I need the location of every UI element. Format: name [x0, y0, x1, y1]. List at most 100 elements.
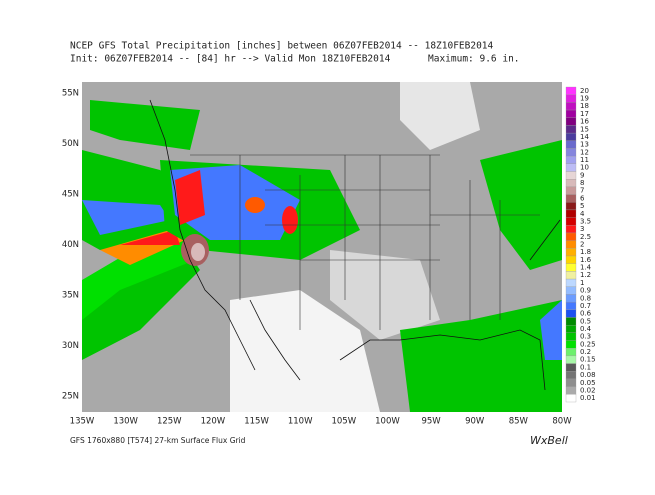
legend-swatch	[565, 394, 577, 403]
precip-area	[82, 200, 170, 235]
model-note: GFS 1760x880 [T574] 27-km Surface Flux G…	[70, 436, 246, 445]
legend-swatch	[565, 194, 577, 203]
legend-label: 0.2	[580, 348, 591, 356]
lon-label: 95W	[421, 417, 441, 427]
legend-label: 2.5	[580, 233, 591, 241]
legend-label: 0.08	[580, 371, 596, 379]
init-line: Init: 06Z07FEB2014 -- [84] hr --> Valid …	[70, 54, 391, 65]
legend-swatch	[565, 179, 577, 188]
legend-swatch	[565, 340, 577, 349]
lon-label: 100W	[375, 417, 400, 427]
lon-label: 80W	[552, 417, 572, 427]
precip-area	[90, 100, 200, 150]
lon-label: 110W	[288, 417, 313, 427]
legend-swatch	[565, 163, 577, 172]
legend-label: 0.02	[580, 386, 596, 394]
legend-label: 19	[580, 95, 589, 103]
legend-label: 10	[580, 164, 589, 172]
precip-area	[400, 300, 562, 412]
legend-label: 1.2	[580, 271, 591, 279]
maximum: Maximum: 9.6 in.	[428, 54, 520, 65]
lat-label: 30N	[62, 341, 79, 351]
map	[82, 82, 562, 412]
lat-label: 40N	[62, 240, 79, 250]
legend-label: 4	[580, 210, 585, 218]
legend-swatch	[565, 186, 577, 195]
legend-label: 11	[580, 156, 589, 164]
lon-label: 105W	[331, 417, 356, 427]
precip-area	[175, 170, 205, 225]
precip-max	[191, 243, 205, 261]
color-legend: 20191817161514131211109876543.532.521.81…	[565, 87, 596, 403]
legend-swatch	[565, 155, 577, 164]
legend-label: 1.6	[580, 256, 592, 264]
coastline	[339, 219, 561, 391]
legend-label: 0.25	[580, 340, 596, 348]
legend-swatch	[565, 132, 577, 141]
lon-label: 85W	[509, 417, 529, 427]
precip-area	[480, 140, 562, 270]
longitude-labels: 135W 130W 125W 120W 115W 110W 105W 100W 95W 90W 85…	[70, 417, 573, 427]
precip-area	[120, 230, 180, 245]
legend-swatch	[565, 263, 577, 272]
state-borders	[190, 154, 540, 330]
legend-label: 0.8	[580, 294, 591, 302]
legend-label: 0.05	[580, 379, 596, 387]
legend-swatch	[565, 317, 577, 326]
light-area	[400, 82, 480, 150]
legend-label: 18	[580, 102, 589, 110]
legend-swatch	[565, 225, 577, 234]
legend-swatch	[565, 202, 577, 211]
lat-label: 45N	[62, 190, 79, 200]
legend-label: 2	[580, 241, 584, 249]
legend-swatch	[565, 217, 577, 226]
legend-label: 1	[580, 279, 584, 287]
legend-swatch	[565, 232, 577, 241]
precip-area	[170, 165, 300, 240]
dry-area	[230, 290, 380, 412]
latitude-labels: 55N 50N 45N 40N 35N 30N 25N	[62, 89, 79, 402]
legend-label: 12	[580, 148, 589, 156]
legend-label: 0.1	[580, 363, 591, 371]
legend-label: 1.8	[580, 248, 591, 256]
lat-label: 55N	[62, 89, 79, 99]
legend-swatch	[565, 117, 577, 126]
legend-label: 0.01	[580, 394, 596, 402]
legend-swatch	[565, 332, 577, 341]
legend-swatch	[565, 102, 577, 111]
legend-label: 17	[580, 110, 589, 118]
legend-swatch	[565, 125, 577, 134]
lon-label: 115W	[244, 417, 269, 427]
legend-swatch	[565, 140, 577, 149]
legend-label: 3.5	[580, 217, 591, 225]
legend-swatch	[565, 271, 577, 280]
legend-label: 20	[580, 87, 589, 95]
precip-area	[282, 206, 298, 234]
legend-swatch	[565, 378, 577, 387]
title-line: NCEP GFS Total Precipitation [inches] be…	[70, 41, 494, 52]
legend-swatch	[565, 355, 577, 364]
lat-label: 50N	[62, 139, 79, 149]
lat-label: 25N	[62, 392, 79, 402]
legend-swatch	[565, 148, 577, 157]
legend-label: 9	[580, 171, 584, 179]
legend-swatch	[565, 371, 577, 380]
lat-label: 35N	[62, 291, 79, 301]
legend-swatch	[565, 209, 577, 218]
legend-swatch	[565, 248, 577, 257]
lon-label: 125W	[157, 417, 182, 427]
legend-swatch	[565, 386, 577, 395]
legend-label: 6	[580, 194, 585, 202]
legend-label: 0.9	[580, 287, 591, 295]
legend-swatch	[565, 294, 577, 303]
precip-area	[245, 197, 265, 213]
brand: WxBell	[530, 434, 568, 447]
legend-swatch	[565, 348, 577, 357]
precip-area	[82, 235, 195, 320]
legend-label: 0.15	[580, 356, 596, 364]
legend-swatch	[565, 286, 577, 295]
light-area	[330, 250, 440, 340]
legend-label: 5	[580, 202, 584, 210]
